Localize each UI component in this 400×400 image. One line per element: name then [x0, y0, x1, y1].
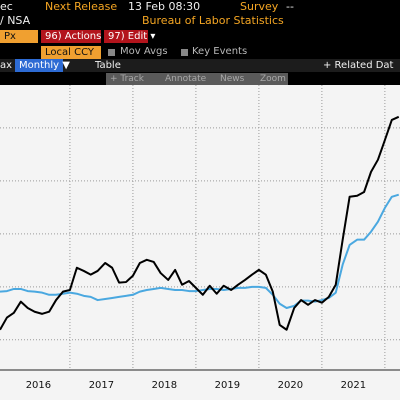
currency-field[interactable]: Local CCY [41, 46, 101, 59]
survey-label: Survey [240, 0, 279, 13]
edit-button[interactable]: 97) Edit ▾ [104, 30, 155, 43]
x-tick-label: 2019 [215, 380, 240, 391]
table-tab[interactable]: Table [95, 60, 121, 71]
zoom-button[interactable]: Zoom [260, 74, 286, 84]
actions-button[interactable]: 96) Actions ▾ [41, 30, 110, 43]
next-release-label: Next Release [45, 0, 118, 13]
header-row [0, 0, 400, 14]
x-tick-label: 2021 [341, 380, 366, 391]
x-tick-label: 2018 [152, 380, 177, 391]
plot-background [0, 85, 400, 400]
x-tick-label: 2016 [26, 380, 51, 391]
mov-avgs[interactable]: Mov Avgs [120, 46, 168, 57]
options-row [0, 59, 400, 72]
annotate-button[interactable]: Annotate [165, 74, 207, 84]
data-line [0, 115, 400, 331]
checkbox[interactable] [108, 49, 115, 56]
key-events[interactable]: Key Events [192, 46, 248, 57]
track-button[interactable]: + Track [110, 74, 144, 84]
units-fragment: / NSA [0, 14, 31, 27]
survey: -- [286, 0, 294, 13]
checkbox[interactable] [181, 49, 188, 56]
x-tick-label: 2020 [278, 380, 303, 391]
range-fragment[interactable]: ax [0, 60, 13, 71]
source: Bureau of Labor Statistics [142, 14, 284, 27]
chart-toolbar [106, 73, 288, 85]
related-data[interactable]: + Related Dat [323, 60, 394, 71]
x-tick-label: 2017 [89, 380, 114, 391]
news-button[interactable]: News [220, 74, 245, 84]
chart: 2016 2017 2018 2019 2020 2021 [0, 85, 400, 400]
price-field[interactable]: Px [0, 30, 38, 43]
next-release: 13 Feb 08:30 [128, 0, 201, 13]
frequency-button[interactable]: Monthly ▼ [15, 59, 70, 72]
ticker-fragment: ec [0, 0, 13, 13]
